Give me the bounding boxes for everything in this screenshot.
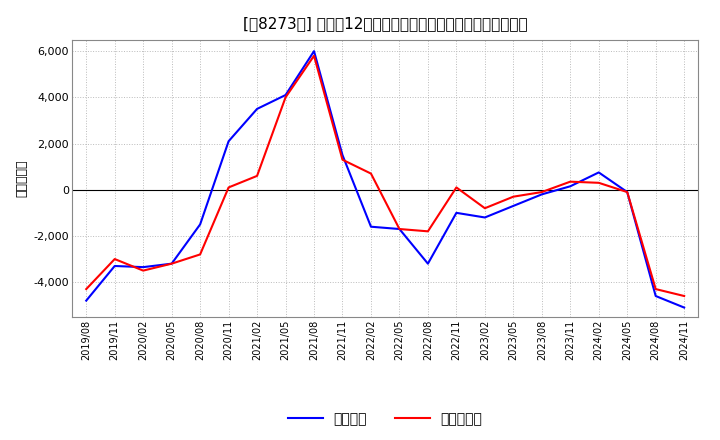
当期純利益	[652, 286, 660, 292]
当期純利益	[480, 205, 489, 211]
当期純利益	[452, 185, 461, 190]
Y-axis label: （百万円）: （百万円）	[15, 159, 28, 197]
当期純利益	[82, 286, 91, 292]
経常利益	[139, 264, 148, 270]
経常利益	[366, 224, 375, 229]
経常利益	[452, 210, 461, 216]
当期純利益	[680, 293, 688, 299]
経常利益	[680, 305, 688, 310]
当期純利益	[282, 95, 290, 100]
当期純利益	[338, 157, 347, 162]
経常利益	[509, 203, 518, 209]
経常利益	[423, 261, 432, 266]
当期純利益	[395, 226, 404, 231]
経常利益	[310, 48, 318, 54]
経常利益	[566, 183, 575, 189]
当期純利益	[509, 194, 518, 199]
経常利益	[110, 263, 119, 268]
経常利益	[167, 261, 176, 266]
当期純利益	[366, 171, 375, 176]
Line: 当期純利益: 当期純利益	[86, 56, 684, 296]
当期純利益	[196, 252, 204, 257]
当期純利益	[253, 173, 261, 179]
経常利益	[282, 92, 290, 98]
Line: 経常利益: 経常利益	[86, 51, 684, 308]
経常利益	[225, 139, 233, 144]
当期純利益	[566, 179, 575, 184]
経常利益	[196, 222, 204, 227]
経常利益	[595, 170, 603, 175]
経常利益	[395, 226, 404, 231]
経常利益	[652, 293, 660, 299]
経常利益	[338, 152, 347, 158]
経常利益	[480, 215, 489, 220]
当期純利益	[310, 53, 318, 59]
Title: [〰8273〱] 利益だ12か月移動合計の対前年同期増減額の推移: [〰8273〱] 利益だ12か月移動合計の対前年同期増減額の推移	[243, 16, 528, 32]
当期純利益	[595, 180, 603, 185]
当期純利益	[623, 189, 631, 194]
当期純利益	[225, 185, 233, 190]
当期純利益	[537, 189, 546, 194]
経常利益	[82, 298, 91, 303]
当期純利益	[167, 261, 176, 266]
当期純利益	[139, 268, 148, 273]
Legend: 経常利益, 当期純利益: 経常利益, 当期純利益	[288, 412, 482, 426]
当期純利益	[110, 257, 119, 262]
当期純利益	[423, 229, 432, 234]
経常利益	[537, 192, 546, 197]
経常利益	[623, 189, 631, 194]
経常利益	[253, 106, 261, 111]
